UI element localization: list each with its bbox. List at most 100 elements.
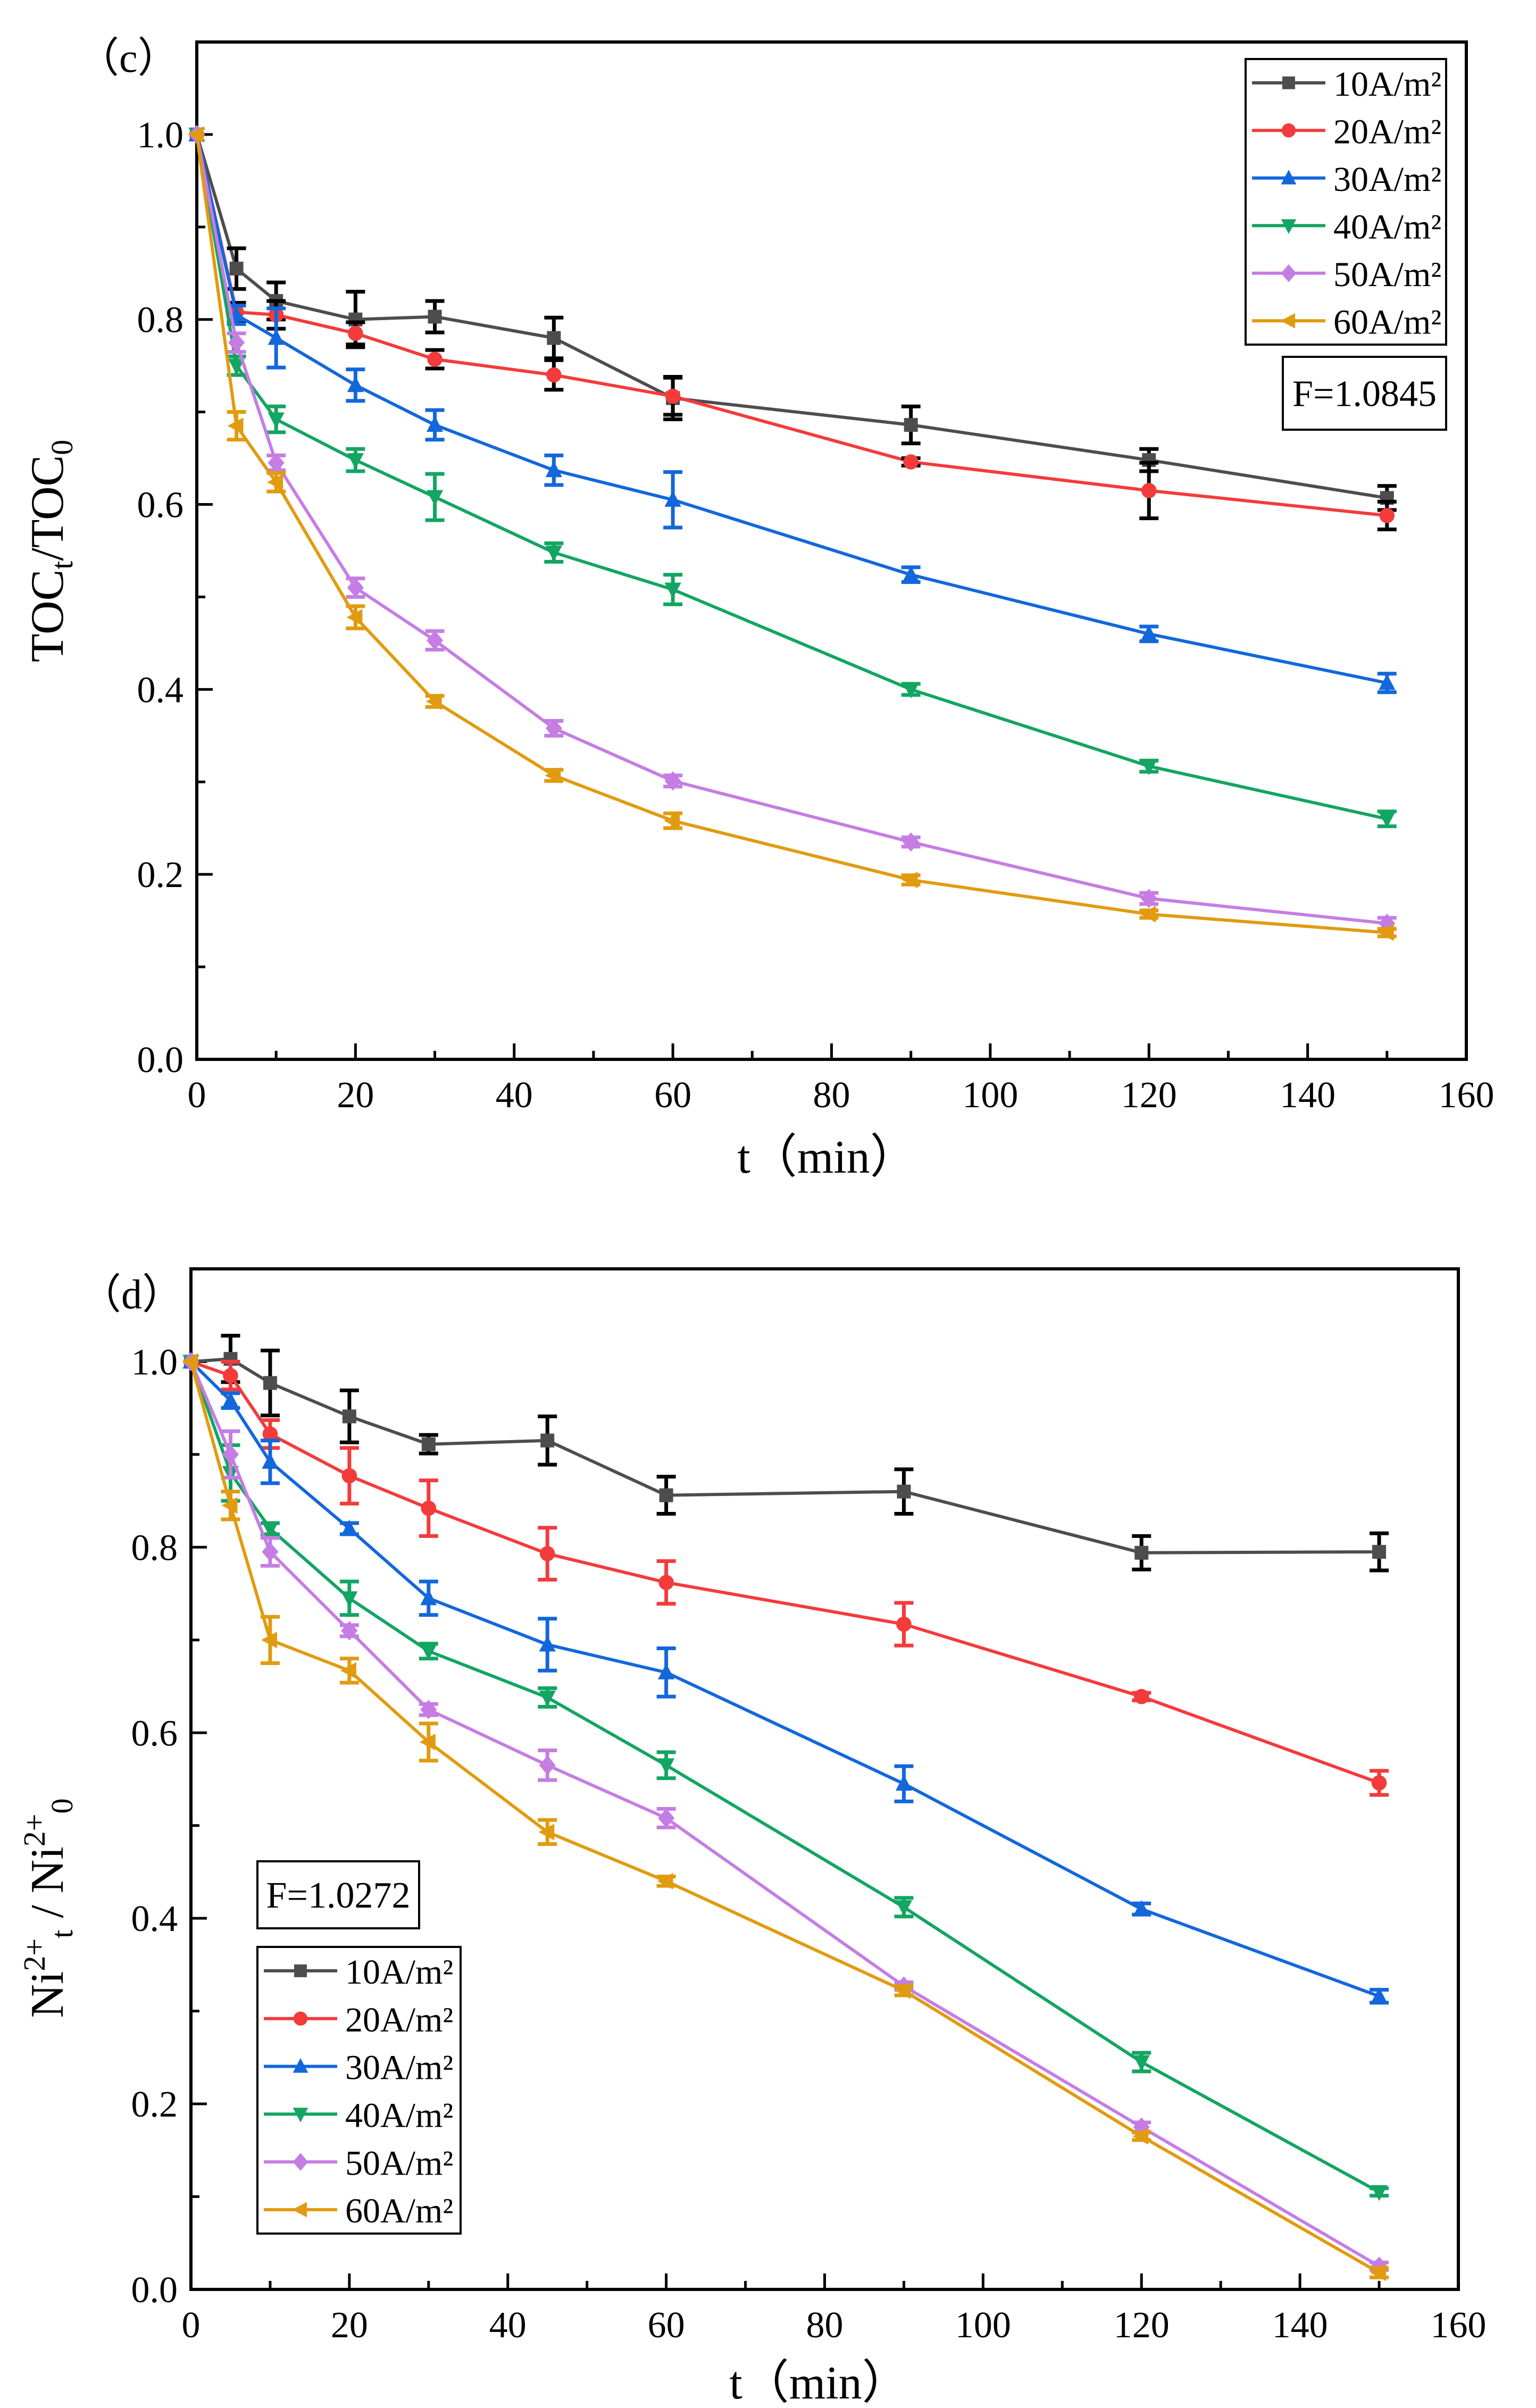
legend-item: 20A/m² xyxy=(264,2001,453,2039)
data-point xyxy=(262,1426,278,1442)
y-tick-label: 1.0 xyxy=(131,1342,178,1383)
data-point xyxy=(1140,625,1157,641)
data-point xyxy=(539,1635,556,1652)
data-point xyxy=(182,1353,198,1370)
legend-item: 50A/m² xyxy=(1252,255,1441,294)
data-point xyxy=(658,1808,675,1828)
data-point xyxy=(1371,1775,1387,1791)
y-axis-label-part: 0 xyxy=(45,440,79,455)
x-tick-label: 80 xyxy=(813,1075,850,1116)
x-tick-label: 100 xyxy=(955,2305,1011,2346)
series-line xyxy=(195,134,1388,517)
data-point xyxy=(341,1519,358,1536)
y-axis-label-part: /TOC xyxy=(22,455,73,561)
data-point xyxy=(1132,2128,1149,2145)
data-point xyxy=(664,490,681,507)
data-point xyxy=(221,1497,238,1514)
data-point xyxy=(895,1982,911,1999)
y-axis-label: Ni2+t / Ni2+0 xyxy=(17,1798,79,2018)
data-point xyxy=(664,771,681,791)
legend-item: 20A/m² xyxy=(1252,112,1441,151)
data-point xyxy=(268,412,285,429)
data-point xyxy=(658,1575,674,1590)
legend-label: 50A/m² xyxy=(345,2144,453,2183)
square-marker-icon xyxy=(1282,76,1295,89)
data-point xyxy=(229,262,244,276)
x-tick-label: 160 xyxy=(1431,2305,1487,2346)
x-tick-label: 120 xyxy=(1121,1075,1177,1116)
legend-label: 10A/m² xyxy=(345,1953,453,1992)
data-point xyxy=(421,1437,436,1451)
triangle-left-marker-icon xyxy=(1280,313,1295,329)
triangle-down-marker-icon xyxy=(293,2108,308,2123)
series-line xyxy=(195,134,1388,821)
data-point xyxy=(659,1488,673,1502)
data-point xyxy=(228,358,245,375)
data-point xyxy=(903,682,920,699)
y-axis-label-part: Ni xyxy=(22,1971,73,2018)
series-line xyxy=(190,1357,1380,1554)
x-axis-label: t（min） xyxy=(729,2357,908,2408)
data-point xyxy=(268,329,285,345)
panel-label: （d） xyxy=(80,1271,183,1317)
y-tick-label: 1.0 xyxy=(137,115,184,156)
series-line xyxy=(189,1361,1380,2268)
triangle-down-marker-icon xyxy=(1281,219,1297,234)
y-axis-label-part: TOC xyxy=(22,570,73,662)
data-point xyxy=(341,1468,357,1484)
y-tick-label: 0.0 xyxy=(131,2270,178,2311)
data-point xyxy=(346,609,363,626)
data-point xyxy=(347,578,364,598)
data-point xyxy=(425,693,442,710)
series-30a-m2 xyxy=(182,1352,1389,2005)
y-tick-label: 0.8 xyxy=(131,1527,178,1568)
circle-marker-icon xyxy=(1281,123,1296,138)
series-line xyxy=(195,134,1388,500)
legend-label: 60A/m² xyxy=(345,2192,453,2230)
data-point xyxy=(1370,2264,1387,2281)
series-10a-m2 xyxy=(190,127,1397,512)
data-point xyxy=(188,126,204,143)
data-point xyxy=(347,376,364,392)
x-tick-label: 140 xyxy=(1280,1075,1335,1116)
legend-item: 40A/m² xyxy=(1252,207,1441,246)
diamond-marker-icon xyxy=(293,2153,308,2171)
data-point xyxy=(903,832,920,852)
data-point xyxy=(223,1368,238,1383)
data-point xyxy=(421,1500,437,1516)
annotation-text: F=1.0272 xyxy=(266,1875,411,1916)
data-point xyxy=(262,1521,279,1538)
x-tick-label: 40 xyxy=(489,2305,527,2346)
data-point xyxy=(262,1542,279,1562)
y-tick-label: 0.2 xyxy=(131,2084,178,2125)
data-point xyxy=(342,1409,356,1424)
triangle-up-marker-icon xyxy=(1281,170,1297,185)
y-axis-label-part: 2+ xyxy=(17,1938,52,1971)
y-tick-label: 0.4 xyxy=(131,1899,178,1939)
data-point xyxy=(897,1484,911,1499)
data-point xyxy=(658,1663,675,1679)
data-point xyxy=(658,1758,675,1775)
panel-c-chart: 0 20 40 60 80 100 120 140 160 0.0 0.2 0.4 0.6 0.8 1.0 （… xyxy=(22,35,1495,1183)
legend-item: 30A/m² xyxy=(1252,160,1441,199)
data-point xyxy=(895,1900,913,1917)
data-point xyxy=(1141,483,1157,498)
data-point xyxy=(539,1546,555,1561)
series-30a-m2 xyxy=(188,126,1397,695)
x-tick-label: 0 xyxy=(188,1075,206,1116)
panel-d-chart: 0 20 40 60 80 100 120 140 160 0.0 0.2 0.4 0.6 0.8 1.0 （… xyxy=(17,1267,1487,2408)
y-axis-label-part: / Ni xyxy=(22,1846,73,1929)
x-tick-label: 60 xyxy=(648,2305,685,2346)
data-point xyxy=(1371,1987,1388,2003)
y-axis-label-part: t xyxy=(45,1930,79,1938)
data-point xyxy=(1133,1900,1150,1916)
data-point xyxy=(1140,906,1156,923)
data-point xyxy=(263,1376,277,1390)
data-point xyxy=(665,388,681,404)
annotation-box xyxy=(256,1860,420,1929)
data-point xyxy=(222,1391,239,1408)
data-point xyxy=(657,1872,673,1889)
triangle-left-marker-icon xyxy=(292,2202,307,2218)
legend-label: 40A/m² xyxy=(345,2096,453,2135)
